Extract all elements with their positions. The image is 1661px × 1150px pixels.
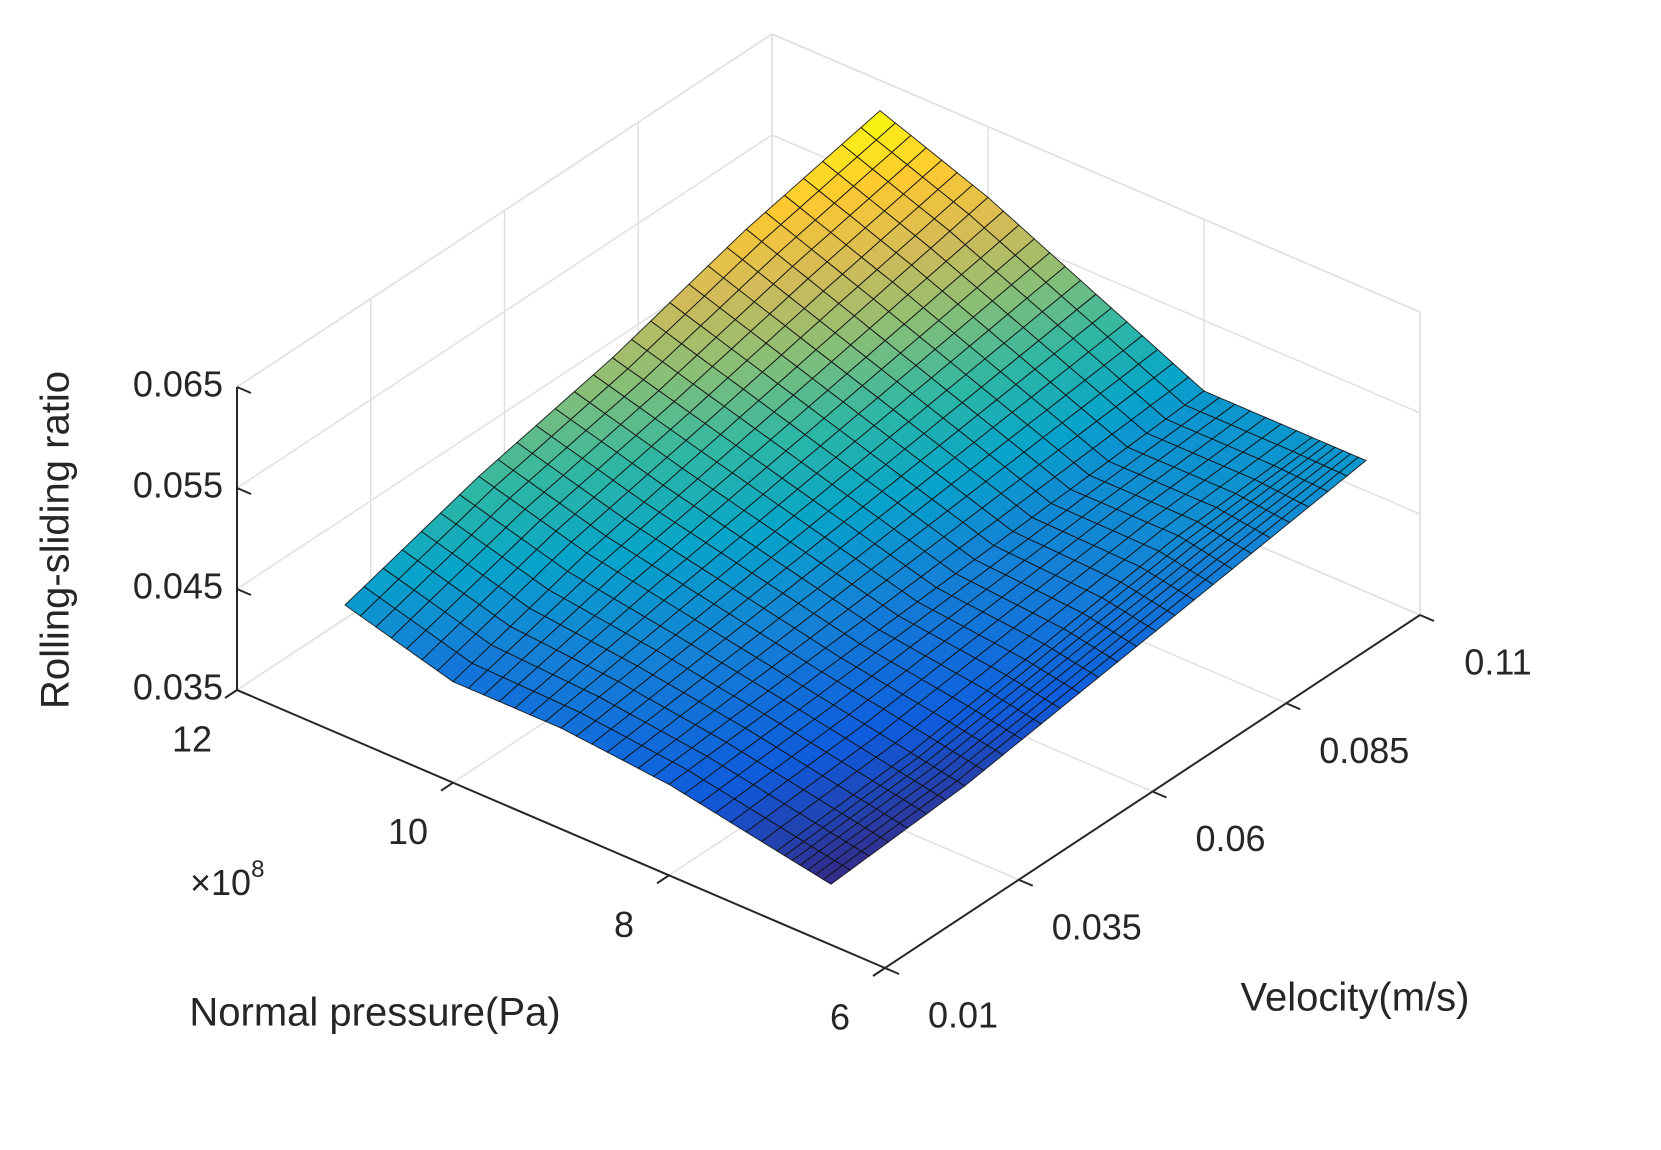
y-tick-label: 0.11: [1464, 642, 1531, 683]
x-axis-title: Normal pressure(Pa): [189, 991, 560, 1035]
y-tick-label: 0.035: [1052, 906, 1142, 947]
z-tick-label: 0.055: [133, 465, 223, 506]
y-tick-label: 0.06: [1195, 818, 1265, 859]
x-tick-label: 10: [388, 811, 428, 852]
box-edge: [771, 33, 1421, 313]
x-scale-base: ×10: [190, 862, 251, 903]
y-tick-label: 0.01: [928, 995, 998, 1036]
tick-mark: [1285, 702, 1301, 711]
tick-mark: [1018, 878, 1034, 887]
x-tick-label: 8: [614, 904, 634, 945]
tick-mark: [872, 967, 886, 977]
y-tick-label: 0.085: [1319, 730, 1409, 771]
surface-patch: [822, 864, 851, 885]
surface: [344, 109, 1367, 885]
tick-mark: [440, 781, 454, 792]
tick-mark: [236, 386, 252, 394]
y-axis-title: Velocity(m/s): [1241, 976, 1470, 1020]
tick-mark: [236, 588, 252, 596]
tick-mark: [236, 487, 252, 495]
box-edge: [236, 33, 773, 388]
z-axis-title: Rolling-sliding ratio: [34, 371, 78, 709]
z-tick-label: 0.035: [133, 667, 223, 708]
z-tick-label: 0.065: [133, 364, 223, 405]
x-scale-exponent: 8: [251, 856, 264, 883]
tick-mark: [656, 874, 670, 885]
axes: [224, 386, 1435, 977]
z-tick-label: 0.045: [133, 566, 223, 607]
x-tick-label: 6: [830, 997, 850, 1038]
tick-mark: [884, 967, 900, 975]
tick-mark: [224, 689, 238, 699]
tick-mark: [1152, 790, 1167, 799]
x-axis: [236, 689, 886, 969]
x-tick-label: 12: [172, 719, 212, 760]
x-scale-label: ×108: [190, 856, 264, 902]
tick-mark: [236, 689, 252, 697]
tick-mark: [1419, 614, 1435, 622]
